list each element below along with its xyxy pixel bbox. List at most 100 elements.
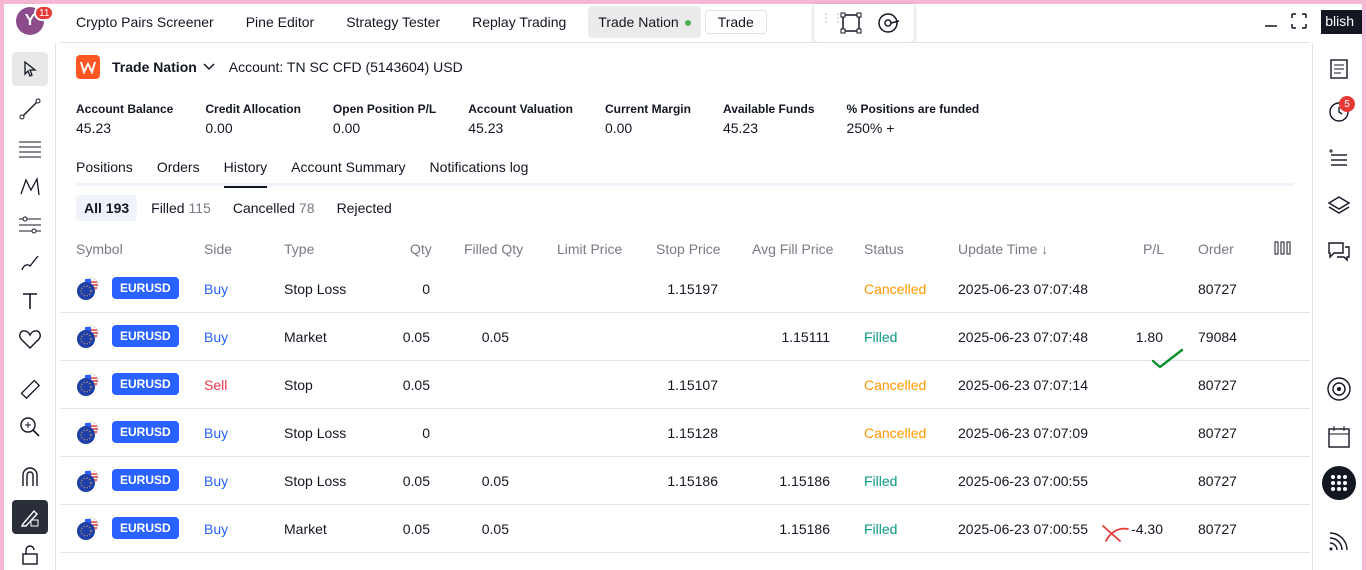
col-type[interactable]: Type — [284, 241, 315, 257]
brush-icon[interactable] — [12, 246, 48, 280]
cell-status: Cancelled — [864, 377, 927, 393]
tab-replay-trading[interactable]: Replay Trading — [472, 14, 567, 30]
tab-trade-nation[interactable]: Trade Nation — [588, 6, 701, 38]
metric-label: Available Funds — [722, 102, 815, 116]
metric-available-funds: Available Funds 45.23 — [723, 102, 815, 136]
bottom-panel-tabs: Crypto Pairs Screener Pine Editor Strate… — [66, 4, 767, 40]
prediction-icon[interactable] — [12, 208, 48, 242]
apps-grid-button — [1322, 466, 1356, 500]
col-pl[interactable]: P/L — [1143, 241, 1165, 257]
tab-history[interactable]: History — [223, 159, 268, 188]
cell-order: 80727 — [1198, 377, 1237, 393]
apps-grid-icon[interactable] — [1321, 466, 1357, 500]
tab-account-summary[interactable]: Account Summary — [291, 159, 406, 175]
trend-line-icon[interactable] — [12, 92, 48, 126]
layers-icon[interactable] — [1321, 188, 1357, 222]
tab-positions[interactable]: Positions — [76, 159, 133, 175]
text-icon[interactable] — [12, 284, 48, 318]
symbol-badge[interactable]: EURUSD — [112, 373, 179, 395]
filter-filled[interactable]: Filled 115 — [143, 195, 219, 221]
cell-update-time: 2025-06-23 07:00:55 — [958, 473, 1088, 489]
cell-qty: 0 — [422, 425, 430, 441]
cell-order: 80727 — [1198, 425, 1237, 441]
broker-name[interactable]: Trade Nation — [112, 59, 197, 75]
table-row[interactable]: EURUSD Buy Stop Loss 0.05 0.05 1.15186 1.15186… — [60, 457, 1310, 505]
col-symbol[interactable]: Symbol — [76, 241, 123, 257]
filter-rejected[interactable]: Rejected — [329, 195, 400, 221]
metric-value: 0.00 — [332, 120, 361, 136]
magnet-icon[interactable] — [12, 460, 48, 494]
minimize-icon[interactable] — [1264, 14, 1278, 33]
alerts-icon[interactable]: 5 — [1321, 94, 1357, 128]
add-list-icon[interactable] — [1321, 142, 1357, 176]
tab-strategy-tester[interactable]: Strategy Tester — [346, 14, 441, 30]
col-side[interactable]: Side — [204, 241, 233, 257]
chevron-down-icon[interactable] — [203, 60, 215, 74]
green-checkmark-icon — [1151, 348, 1184, 369]
watchlist-icon[interactable] — [1321, 52, 1357, 86]
tab-orders[interactable]: Orders — [156, 159, 200, 175]
cell-order: 80727 — [1198, 281, 1237, 297]
ruler-icon[interactable] — [12, 372, 48, 406]
symbol-badge[interactable]: EURUSD — [112, 517, 179, 539]
col-qty[interactable]: Qty — [410, 241, 432, 257]
columns-settings-icon[interactable] — [1274, 241, 1292, 258]
metric-value: 45.23 — [468, 120, 504, 136]
target-icon[interactable] — [1321, 372, 1357, 406]
heart-icon[interactable] — [12, 322, 48, 356]
col-status[interactable]: Status — [864, 241, 904, 257]
col-update-time[interactable]: Update Time ↓ — [958, 241, 1049, 257]
cell-avg-fill-price: 1.15111 — [781, 329, 830, 345]
zoom-in-icon[interactable] — [12, 410, 48, 444]
cell-update-time: 2025-06-23 07:07:48 — [958, 329, 1088, 345]
table-row[interactable]: EURUSD Buy Stop Loss 0 1.15197 Cancelled 2025-… — [60, 265, 1310, 313]
metric-label: Open Position P/L — [332, 102, 437, 116]
cursor-icon[interactable] — [12, 52, 48, 86]
publish-button[interactable]: blish — [1321, 10, 1362, 34]
fib-retracement-icon[interactable] — [12, 132, 48, 166]
tab-notifications-log[interactable]: Notifications log — [429, 159, 529, 175]
tab-crypto-pairs-screener[interactable]: Crypto Pairs Screener — [76, 14, 214, 30]
lock-drawing-icon[interactable] — [12, 500, 48, 534]
table-row[interactable]: EURUSD Buy Market 0.05 0.05 1.15111 Filled 2025… — [60, 313, 1310, 361]
symbol-badge[interactable]: EURUSD — [112, 277, 179, 299]
trade-button[interactable]: Trade — [704, 10, 767, 34]
pattern-icon[interactable] — [12, 170, 48, 204]
col-avg-fill-price[interactable]: Avg Fill Price — [752, 241, 834, 257]
settings-circle-icon[interactable] — [876, 10, 900, 36]
filter-label: All — [84, 200, 102, 216]
cell-qty: 0 — [422, 281, 430, 297]
right-sidebar: 5 — [1312, 44, 1362, 570]
cell-pl: -4.30 — [1131, 521, 1163, 537]
maximize-panel-icon[interactable] — [840, 10, 862, 36]
table-row[interactable]: EURUSD Sell Stop 0.05 1.15107 Cancelled 2025-0… — [60, 361, 1310, 409]
col-filled-qty[interactable]: Filled Qty — [464, 241, 524, 257]
tab-pine-editor[interactable]: Pine Editor — [245, 14, 315, 30]
trading-panel: Trade Nation Account: TN SC CFD (5143604… — [60, 42, 1310, 570]
drag-handle-icon[interactable]: ⋮⋮ — [820, 11, 844, 25]
col-stop-price[interactable]: Stop Price — [656, 241, 721, 257]
filter-all[interactable]: All 193 — [76, 195, 138, 221]
eu-us-flag-icon — [76, 373, 100, 397]
restore-icon[interactable] — [1290, 12, 1308, 35]
calendar-icon[interactable] — [1321, 420, 1357, 454]
left-drawing-toolbar — [4, 44, 56, 570]
symbol-badge[interactable]: EURUSD — [112, 325, 179, 347]
table-row[interactable]: EURUSD Buy Market 0.05 0.05 1.15186 Filled 2025… — [60, 505, 1310, 553]
col-order[interactable]: Order — [1198, 241, 1234, 257]
filter-cancelled[interactable]: Cancelled 78 — [225, 195, 323, 221]
unlock-icon[interactable] — [12, 538, 48, 570]
col-limit-price[interactable]: Limit Price — [557, 241, 623, 257]
metric-open-position-pl: Open Position P/L 0.00 — [333, 102, 436, 136]
signal-icon[interactable] — [1321, 524, 1357, 558]
table-row[interactable]: EURUSD Buy Stop Loss 0 1.15128 Cancelled 2025-… — [60, 409, 1310, 457]
cell-type: Stop Loss — [284, 281, 347, 297]
metric-positions-funded: % Positions are funded 250% + — [847, 102, 980, 136]
metric-label: Account Valuation — [468, 102, 573, 116]
floating-toolbar: ⋮⋮ — [814, 4, 914, 42]
cell-qty: 0.05 — [402, 473, 430, 489]
symbol-badge[interactable]: EURUSD — [112, 469, 179, 491]
cell-type: Market — [284, 329, 327, 345]
symbol-badge[interactable]: EURUSD — [112, 421, 179, 443]
chat-icon[interactable] — [1321, 234, 1357, 268]
